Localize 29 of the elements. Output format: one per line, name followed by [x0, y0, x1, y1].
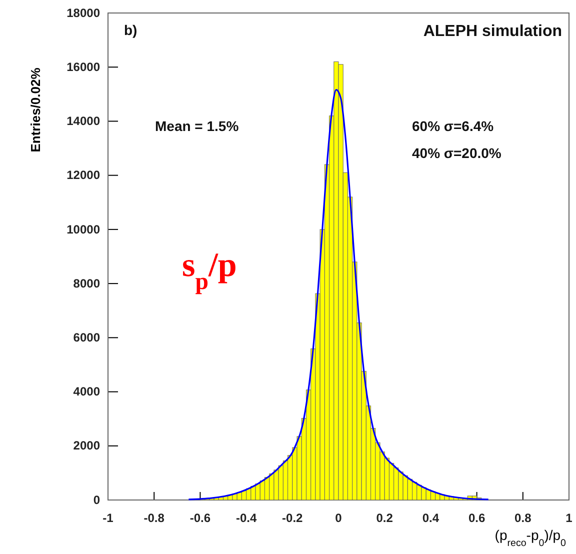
x-tick-label: 0.8 — [514, 511, 532, 526]
y-tick-label: 6000 — [73, 330, 100, 345]
annotation: s$_{p}$/p — [182, 247, 237, 295]
annotation: Mean = 1.5% — [155, 118, 240, 134]
x-tick-label: -0.6 — [190, 511, 211, 526]
y-tick-label: 18000 — [66, 6, 100, 20]
x-tick-label: 0.4 — [422, 511, 440, 526]
x-tick-label: -0.8 — [144, 511, 165, 526]
x-tick-label: -0.2 — [282, 511, 304, 526]
x-tick-label: 0 — [335, 511, 342, 526]
annotation: ALEPH simulation — [423, 23, 562, 40]
y-tick-label: 12000 — [66, 168, 100, 182]
annotation: 60% σ=6.4% — [412, 118, 494, 134]
x-tick-label: 0.2 — [376, 511, 394, 526]
x-tick-label: 0.6 — [468, 511, 486, 526]
y-tick-label: 4000 — [73, 384, 100, 399]
y-tick-label: 16000 — [66, 60, 100, 74]
x-tick-label: -1 — [102, 511, 114, 526]
y-tick-label: 10000 — [66, 222, 100, 236]
y-tick-label: 2000 — [73, 438, 100, 453]
annotation: 40% σ=20.0% — [412, 145, 502, 161]
y-tick-label: 14000 — [66, 114, 100, 128]
x-tick-label: 1 — [566, 511, 573, 526]
annotation: b) — [124, 22, 138, 38]
x-axis-title: (p$_{reco}$-p$_{0}$)/p$_{0}$ — [494, 527, 567, 548]
x-tick-label: -0.4 — [236, 511, 257, 526]
y-axis-title: Entries/0.02% — [28, 67, 43, 152]
y-tick-label: 8000 — [73, 276, 100, 290]
y-tick-label: 0 — [93, 492, 100, 507]
